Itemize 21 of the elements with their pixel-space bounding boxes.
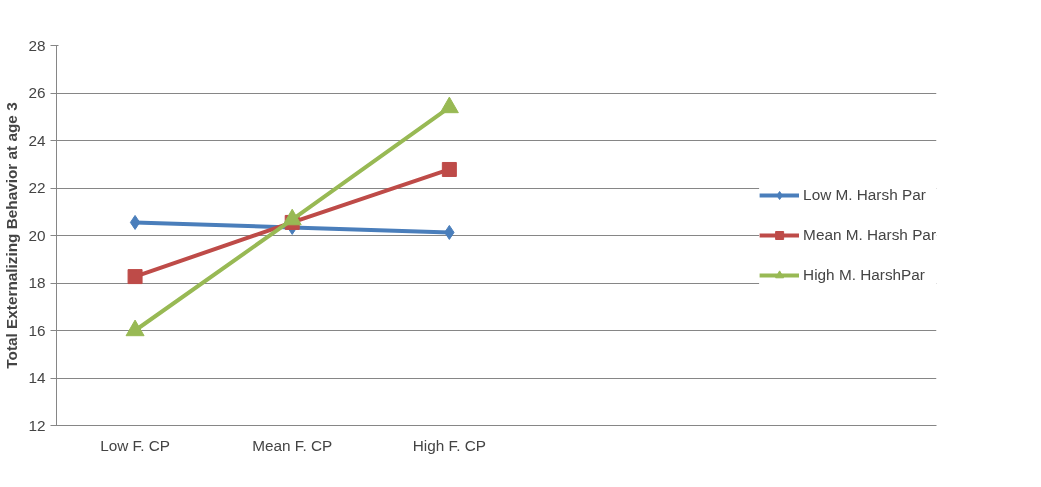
y-tick-label: 14 (28, 369, 46, 386)
legend-label: High M. HarshPar (803, 266, 925, 284)
y-tick-label: 24 (28, 131, 46, 149)
point (439, 96, 459, 114)
point (127, 269, 143, 285)
y-tick-label: 18 (28, 274, 46, 291)
x-tick-label: Mean F. CP (252, 436, 333, 454)
y-tick-label: 16 (28, 321, 46, 339)
point (129, 214, 141, 230)
point (282, 208, 302, 226)
y-tick-label: 26 (28, 84, 46, 101)
y-tick-label: 12 (28, 416, 46, 434)
point (441, 161, 457, 177)
legend-label: Mean M. Harsh Par (803, 226, 936, 244)
y-axis-title: Total Externalizing Behavior at age 3 (3, 102, 21, 369)
y-tick-label: 22 (28, 179, 46, 196)
x-tick-label: High F. CP (412, 436, 486, 454)
x-tick-label: Low F. CP (100, 436, 170, 454)
legend-label: Low M. Harsh Par (803, 186, 926, 204)
y-tick-label: 20 (28, 226, 46, 244)
y-tick-label: 28 (28, 36, 46, 54)
